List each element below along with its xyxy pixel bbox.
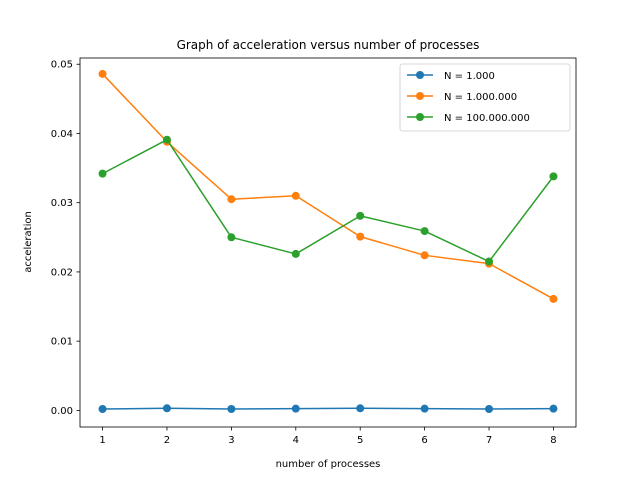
plot-area [98,69,558,413]
legend-box [399,63,571,132]
legend-label: N = 100.000.000 [444,113,530,124]
x-tick-label: 3 [228,435,234,446]
data-point [227,405,236,413]
data-point [291,249,300,258]
data-point [98,69,107,78]
y-tick-label: 0.01 [51,337,73,348]
y-axis-label: acceleration [23,211,34,273]
x-tick-label: 5 [357,435,363,446]
x-tick-label: 7 [486,435,492,446]
data-point [227,195,236,204]
data-point [98,405,107,413]
data-point [162,404,171,413]
data-point [549,294,558,303]
data-point [420,227,429,236]
legend-marker [416,113,424,121]
x-tick-label: 2 [164,435,170,446]
data-point [291,191,300,200]
y-tick-label: 0.02 [51,267,73,278]
legend-label: N = 1.000.000 [444,92,517,103]
data-point [356,404,365,413]
series-line [102,407,554,410]
x-tick-label: 1 [99,435,105,446]
data-point [162,135,171,144]
legend: N = 1.000 N = 1.000.000 N = 100.000.000 [399,63,571,132]
axes-frame [79,57,577,428]
y-axis: 0.00 0.01 0.02 0.03 0.04 0.05 [51,60,80,417]
legend-marker [416,71,424,79]
data-point [356,211,365,220]
data-point [420,404,429,413]
data-point [420,251,429,260]
x-tick-label: 6 [421,435,427,446]
data-point [549,172,558,181]
y-tick-label: 0.05 [51,60,73,71]
data-point [549,404,558,413]
series-line [102,73,554,300]
x-axis: 1 2 3 4 5 6 7 8 [99,427,557,446]
data-point [485,405,494,413]
series-line [102,138,555,263]
data-point [356,232,365,241]
y-tick-label: 0.00 [51,406,73,417]
y-tick-label: 0.03 [51,198,73,209]
legend-marker [416,92,424,100]
x-tick-label: 4 [293,435,299,446]
legend-label: N = 1.000 [444,71,495,82]
y-tick-label: 0.04 [51,129,73,140]
data-point [485,257,494,266]
x-tick-label: 8 [550,435,556,446]
x-axis-label: number of processes [276,459,381,470]
data-point [98,169,107,178]
chart-title: Graph of acceleration versus number of p… [177,38,480,52]
data-point [227,233,236,242]
data-point [291,404,300,413]
